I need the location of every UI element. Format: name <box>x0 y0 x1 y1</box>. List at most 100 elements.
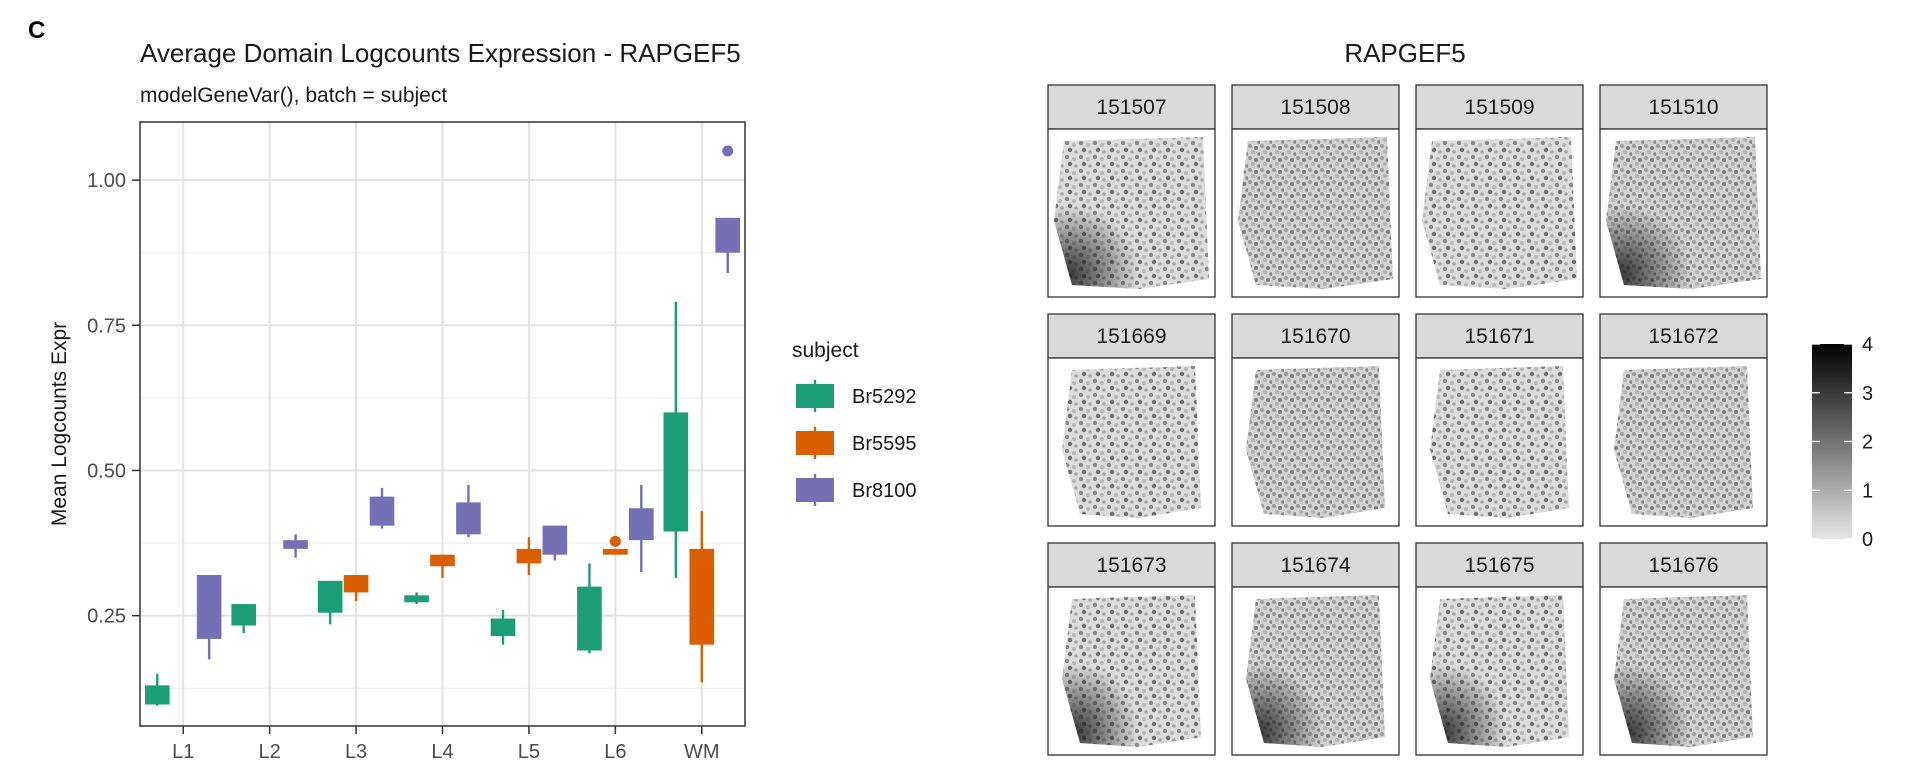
legend-items: Br5292 Br5595 Br8100 <box>796 380 917 506</box>
box-Br5292 <box>663 412 689 532</box>
facet-panel: 151669 <box>1047 313 1216 527</box>
facet-panel: 151676 <box>1599 542 1768 756</box>
facet-panel: 151671 <box>1415 313 1584 527</box>
box-layer <box>144 145 741 706</box>
chart-title: Average Domain Logcounts Expression - RA… <box>140 38 741 68</box>
colorbar-tick-label: 4 <box>1862 334 1873 356</box>
facet-strip <box>1599 84 1768 130</box>
facet-strip <box>1047 84 1216 130</box>
box-Br5292 <box>144 685 170 705</box>
tissue-section <box>1062 366 1201 518</box>
facet-panel: 151670 <box>1231 313 1400 527</box>
legend-key-Br8100 <box>796 478 834 502</box>
box-Br8100 <box>369 496 395 526</box>
facet-strip-label: 151675 <box>1464 554 1534 577</box>
facet-panel: 151508 <box>1231 84 1400 298</box>
tissue-section <box>1614 366 1753 518</box>
y-tick-label: 0.75 <box>87 315 126 337</box>
facet-grid: 151507 151508 151509 151510 151669 151670 1516… <box>1047 84 1768 756</box>
colorbar-ticks: 0 1 2 3 4 <box>1812 334 1873 551</box>
box-Br5292 <box>231 604 257 626</box>
high-expression-region <box>1430 595 1569 747</box>
facet-panel: 151507 <box>1047 84 1216 298</box>
facet-strip-label: 151507 <box>1096 96 1166 119</box>
box-Br8100 <box>715 217 741 253</box>
box-Br5292 <box>317 580 343 613</box>
x-tick-label: L2 <box>259 741 281 763</box>
x-tick-label: L4 <box>431 741 453 763</box>
facet-strip <box>1599 313 1768 359</box>
x-tick-label: L1 <box>172 741 194 763</box>
facet-strip-label: 151669 <box>1096 325 1166 348</box>
box-Br5292 <box>404 595 429 603</box>
facet-strip-label: 151510 <box>1648 96 1718 119</box>
facet-strip-label: 151672 <box>1648 325 1718 348</box>
x-tick-label: L6 <box>604 741 626 763</box>
facet-panel: 151672 <box>1599 313 1768 527</box>
legend-label: Br5595 <box>852 433 917 455</box>
high-expression-region <box>1614 595 1753 747</box>
high-expression-region <box>1054 137 1209 289</box>
facet-strip <box>1415 542 1584 588</box>
box-Br8100 <box>196 575 222 639</box>
legend-title: subject <box>792 339 859 362</box>
box-Br5595 <box>343 575 369 593</box>
legend-label: Br5292 <box>852 386 917 408</box>
box-Br8100 <box>628 508 654 541</box>
facet-panel: 151674 <box>1231 542 1400 756</box>
legend-label: Br8100 <box>852 480 917 502</box>
spatial-title: RAPGEF5 <box>1344 38 1465 68</box>
facet-strip-label: 151509 <box>1464 96 1534 119</box>
box-Br8100 <box>542 525 568 555</box>
facet-strip <box>1599 542 1768 588</box>
colorbar-tick-label: 2 <box>1862 432 1873 454</box>
facet-strip <box>1231 84 1400 130</box>
legend: subject Br5292 Br5595 Br8100 <box>792 339 917 506</box>
box-Br5595 <box>516 548 542 564</box>
high-expression-region <box>1606 137 1761 289</box>
box-Br5595 <box>430 554 455 567</box>
grid-lines <box>140 122 745 726</box>
y-tick-label: 1.00 <box>87 170 126 192</box>
x-tick-label: WM <box>684 741 720 763</box>
legend-key-Br5595 <box>796 431 834 455</box>
x-axis: L1 L2 L3 L4 L5 L6 WM <box>172 726 720 763</box>
tissue-section <box>1430 366 1569 518</box>
facet-panel: 151509 <box>1415 84 1584 298</box>
colorbar-tick-label: 0 <box>1862 529 1873 551</box>
colorbar: 0 1 2 3 4 <box>1812 334 1873 551</box>
y-tick-label: 0.25 <box>87 606 126 628</box>
colorbar-tick-label: 3 <box>1862 383 1873 405</box>
facet-panel: 151673 <box>1047 542 1216 756</box>
tissue-section <box>1238 137 1393 289</box>
outlier-point <box>609 535 621 547</box>
box-Br5595 <box>603 548 628 555</box>
tissue-section <box>1422 137 1577 289</box>
facet-panel: 151675 <box>1415 542 1584 756</box>
facet-strip <box>1415 84 1584 130</box>
box-Br5292 <box>490 618 516 636</box>
y-axis: 0.25 0.50 0.75 1.00 <box>87 170 140 628</box>
colorbar-tick-label: 1 <box>1862 480 1873 502</box>
y-axis-label: Mean Logcounts Expr <box>48 322 71 526</box>
facet-strip-label: 151670 <box>1280 325 1350 348</box>
facet-panel: 151510 <box>1599 84 1768 298</box>
x-tick-label: L5 <box>518 741 540 763</box>
chart-subtitle: modelGeneVar(), batch = subject <box>140 84 447 107</box>
y-tick-label: 0.50 <box>87 460 126 482</box>
x-tick-label: L3 <box>345 741 367 763</box>
facet-strip <box>1415 313 1584 359</box>
facet-strip <box>1231 542 1400 588</box>
facet-strip-label: 151508 <box>1280 96 1350 119</box>
facet-strip-label: 151676 <box>1648 554 1718 577</box>
facet-strip-label: 151671 <box>1464 325 1534 348</box>
outlier-point <box>722 145 734 157</box>
box-Br5595 <box>689 548 715 645</box>
boxplot-chart: Average Domain Logcounts Expression - RA… <box>48 38 746 763</box>
box-Br8100 <box>456 502 481 535</box>
facet-strip-label: 151674 <box>1280 554 1350 577</box>
facet-strip-label: 151673 <box>1096 554 1166 577</box>
box-Br5292 <box>577 586 602 651</box>
